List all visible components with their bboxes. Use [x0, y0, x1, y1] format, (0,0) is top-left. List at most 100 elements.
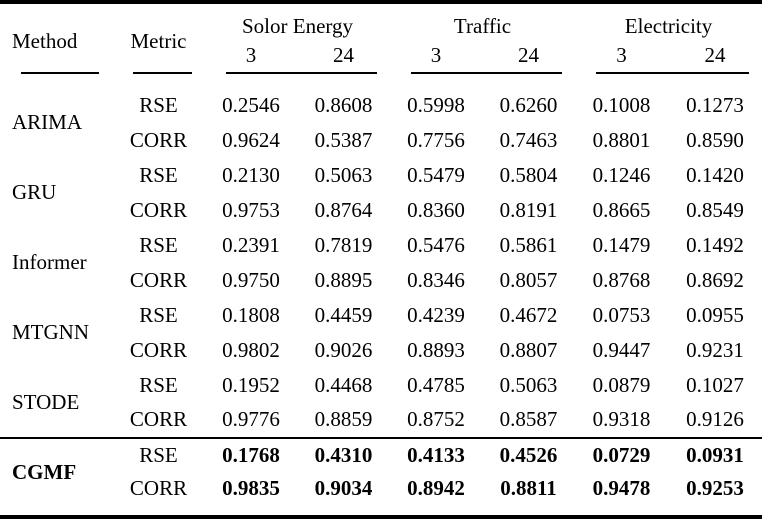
- method-row-corr: CORR 0.9776 0.8859 0.8752 0.8587 0.9318 …: [0, 403, 762, 438]
- metric-label: CORR: [129, 197, 188, 222]
- value-cell: 0.8590: [686, 127, 744, 152]
- metric-label: RSE: [139, 92, 178, 117]
- value-cell: 0.0729: [575, 437, 669, 472]
- value-cell: 0.4526: [482, 437, 576, 472]
- value-cell: 0.8587: [499, 407, 558, 432]
- value-cell: 0.8692: [686, 267, 744, 292]
- value-cell: 0.5998: [407, 92, 465, 117]
- method-row-corr: CORR 0.9835 0.9034 0.8942 0.8811 0.9478 …: [0, 472, 762, 506]
- value-cell: 0.8346: [407, 267, 465, 292]
- value-cell: 0.4133: [390, 437, 482, 472]
- rule-solor-energy: [226, 71, 377, 74]
- value-cell: 0.9231: [686, 337, 744, 362]
- method-name: GRU: [12, 180, 57, 205]
- metric-label: RSE: [139, 372, 178, 397]
- value-cell: 0.7819: [314, 232, 373, 257]
- value-cell: 0.1420: [686, 162, 744, 187]
- value-cell: 0.4672: [499, 302, 558, 327]
- metric-label: RSE: [139, 162, 178, 187]
- value-cell: 0.8608: [314, 92, 373, 117]
- value-cell: 0.9835: [222, 476, 280, 501]
- value-cell: 0.8768: [592, 267, 651, 292]
- col-header-method: Method: [12, 28, 78, 53]
- rule-metric: [133, 71, 192, 74]
- metric-label: CORR: [129, 267, 188, 292]
- metric-label: CORR: [129, 476, 188, 501]
- method-row-rse: STODE RSE 0.1952 0.4468 0.4785 0.5063 0.…: [0, 368, 762, 413]
- metric-label: CORR: [129, 127, 188, 152]
- metric-label: RSE: [139, 232, 178, 257]
- value-cell: 0.1027: [686, 372, 744, 397]
- value-cell: 0.9750: [222, 267, 280, 292]
- value-cell: 0.4459: [314, 302, 373, 327]
- value-cell: 0.1246: [592, 162, 651, 187]
- value-cell: 0.8811: [500, 476, 557, 501]
- col-header-electricity-24: 24: [704, 43, 726, 68]
- value-cell: 0.8807: [499, 337, 558, 362]
- value-cell: 0.6260: [499, 92, 558, 117]
- rule-traffic: [411, 71, 563, 74]
- value-cell: 0.5063: [499, 372, 558, 397]
- method-row-rse: Informer RSE 0.2391 0.7819 0.5476 0.5861…: [0, 228, 762, 274]
- header-rule-row: [0, 71, 762, 88]
- value-cell: 0.0955: [686, 302, 744, 327]
- value-cell: 0.7756: [407, 127, 465, 152]
- value-cell: 0.4310: [297, 437, 390, 472]
- value-cell: 0.2546: [222, 92, 280, 117]
- col-header-solor-24: 24: [333, 43, 354, 68]
- method-row-corr: CORR 0.9624 0.5387 0.7756 0.7463 0.8801 …: [0, 123, 762, 158]
- col-header-electricity-3: 3: [616, 43, 627, 68]
- value-cell: 0.2391: [222, 232, 280, 257]
- method-row-corr: CORR 0.9750 0.8895 0.8346 0.8057 0.8768 …: [0, 263, 762, 298]
- value-cell: 0.1492: [686, 232, 744, 257]
- value-cell: 0.1808: [222, 302, 280, 327]
- value-cell: 0.0753: [592, 302, 651, 327]
- method-name: ARIMA: [12, 110, 83, 135]
- value-cell: 0.8057: [499, 267, 558, 292]
- col-group-traffic: Traffic: [453, 13, 512, 38]
- col-header-traffic-3: 3: [430, 43, 442, 68]
- value-cell: 0.9034: [314, 476, 373, 501]
- value-cell: 0.2130: [222, 162, 280, 187]
- method-row-rse: CGMF RSE 0.1768 0.4310 0.4133 0.4526 0.0…: [0, 437, 762, 506]
- value-cell: 0.9447: [592, 337, 651, 362]
- col-header-traffic-24: 24: [518, 43, 539, 68]
- rule-method: [21, 71, 99, 74]
- value-cell: 0.9026: [314, 337, 373, 362]
- method-name: MTGNN: [12, 320, 89, 345]
- value-cell: 0.8764: [314, 197, 373, 222]
- value-cell: 0.1008: [592, 92, 651, 117]
- value-cell: 0.9624: [222, 127, 280, 152]
- col-group-electricity: Electricity: [624, 13, 713, 38]
- value-cell: 0.5476: [407, 232, 465, 257]
- method-name: CGMF: [0, 437, 112, 506]
- value-cell: 0.5861: [499, 232, 558, 257]
- metric-label: CORR: [129, 337, 188, 362]
- method-row-rse: ARIMA RSE 0.2546 0.8608 0.5998 0.6260 0.…: [0, 88, 762, 134]
- value-cell: 0.1952: [222, 372, 280, 397]
- value-cell: 0.8942: [407, 476, 465, 501]
- value-cell: 0.7463: [499, 127, 558, 152]
- value-cell: 0.5387: [314, 127, 373, 152]
- col-header-metric: Metric: [130, 28, 187, 53]
- value-cell: 0.9802: [222, 337, 280, 362]
- value-cell: 0.8549: [686, 197, 744, 222]
- value-cell: 0.8752: [407, 407, 465, 432]
- value-cell: 0.8360: [407, 197, 465, 222]
- value-cell: 0.5479: [407, 162, 465, 187]
- value-cell: 0.4785: [407, 372, 465, 397]
- value-cell: 0.8801: [592, 127, 651, 152]
- value-cell: 0.8859: [314, 407, 373, 432]
- value-cell: 0.1479: [592, 232, 651, 257]
- value-cell: 0.8893: [407, 337, 465, 362]
- col-group-solor-energy: Solor Energy: [241, 13, 354, 38]
- rule-electricity: [596, 71, 750, 74]
- method-name: STODE: [12, 389, 80, 414]
- value-cell: 0.0879: [592, 372, 651, 397]
- value-cell: 0.8895: [314, 267, 373, 292]
- method-row-rse: MTGNN RSE 0.1808 0.4459 0.4239 0.4672 0.…: [0, 298, 762, 344]
- metric-label: CORR: [129, 407, 188, 432]
- header-horizon-row: 3 24 3 24 3 24: [0, 41, 762, 71]
- value-cell: 0.8665: [592, 197, 651, 222]
